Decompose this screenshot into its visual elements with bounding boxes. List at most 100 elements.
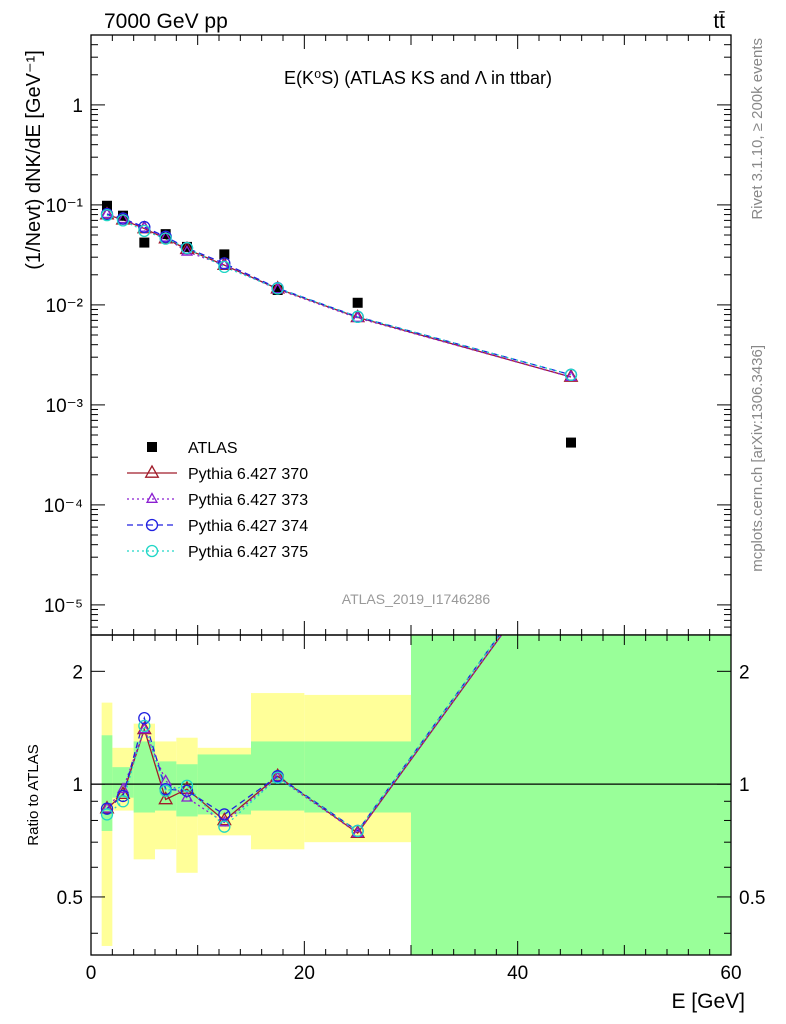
ratio-plot-area bbox=[91, 635, 731, 955]
main-axes: 1 10⁻¹ 10⁻² 10⁻³ 10⁻⁴ 10⁻⁵ bbox=[44, 34, 732, 635]
ratio-axes: 0.5 0.51 12 20 20 40 60 bbox=[57, 635, 765, 984]
legend-marker bbox=[145, 518, 159, 532]
data-point bbox=[138, 224, 151, 238]
data-point bbox=[100, 207, 114, 218]
data-point bbox=[351, 310, 364, 323]
ratio-series-3 bbox=[100, 719, 364, 838]
data-point bbox=[159, 232, 172, 245]
ratio-panel: 0.5 0.51 12 20 20 40 60 Ratio to ATLAS E [GeV] bbox=[25, 634, 765, 1013]
legend-entry: Pythia 6.427 374 bbox=[127, 518, 308, 535]
y-tick-label: 1 bbox=[72, 96, 83, 117]
data-point bbox=[160, 229, 171, 240]
legend-label: Pythia 6.427 373 bbox=[188, 492, 308, 509]
legend-label: Pythia 6.427 370 bbox=[188, 466, 308, 483]
ratio-point bbox=[158, 791, 174, 805]
ratio-y-tick-label: 1 bbox=[72, 775, 83, 796]
band-green bbox=[304, 741, 411, 813]
data-point bbox=[139, 237, 150, 248]
legend-entry: Pythia 6.427 370 bbox=[127, 464, 308, 483]
x-tick-label: 40 bbox=[507, 963, 528, 984]
data-point bbox=[272, 284, 283, 295]
main-title: E(K⁰S) (ATLAS KS and Λ in ttbar) bbox=[284, 68, 552, 88]
band-green bbox=[101, 735, 113, 831]
data-point bbox=[100, 208, 114, 222]
series-4 bbox=[100, 208, 578, 381]
main-ylabel: (1/Nevt) dNK/dE [GeV⁻¹] bbox=[23, 50, 45, 270]
data-point bbox=[271, 282, 284, 295]
ratio-y-tick-label: 0.5 bbox=[57, 888, 83, 909]
data-point bbox=[138, 220, 151, 234]
data-point bbox=[563, 368, 579, 382]
ratio-point bbox=[159, 784, 172, 797]
data-point bbox=[116, 214, 130, 227]
legend-marker bbox=[145, 544, 159, 558]
ratio-point bbox=[138, 711, 151, 725]
y-tick-label: 10⁻¹ bbox=[46, 196, 84, 217]
ratio-point bbox=[138, 719, 151, 733]
process-label: tt̄ bbox=[713, 10, 725, 33]
ratio-point bbox=[136, 721, 152, 735]
x-tick-label: 0 bbox=[86, 963, 97, 984]
ratio-y-tick-label-right: 0.5 bbox=[739, 888, 765, 909]
ratio-point bbox=[116, 782, 130, 794]
series-line-1 bbox=[106, 213, 572, 378]
y-tick-label: 10⁻³ bbox=[46, 396, 84, 417]
ratio-point bbox=[180, 784, 194, 797]
data-point bbox=[564, 368, 578, 381]
legend-label: Pythia 6.427 375 bbox=[188, 544, 308, 561]
ratio-point bbox=[350, 824, 366, 838]
series-line-4 bbox=[106, 214, 572, 376]
x-tick-label: 20 bbox=[294, 963, 315, 984]
ratio-point bbox=[351, 824, 364, 838]
main-watermark: ATLAS_2019_I1746286 bbox=[342, 591, 491, 607]
band-green bbox=[155, 761, 177, 811]
ratio-point bbox=[271, 771, 284, 784]
ratio-line-1 bbox=[106, 635, 503, 835]
legend-marker bbox=[144, 464, 160, 478]
ratio-point bbox=[218, 808, 231, 821]
series-line-3 bbox=[106, 213, 572, 376]
ratio-point bbox=[100, 802, 114, 815]
data-point bbox=[118, 210, 128, 221]
mcplots-label: mcplots.cern.ch [arXiv:1306.3436] bbox=[749, 345, 766, 572]
legend-marker bbox=[147, 442, 157, 452]
rivet-label: Rivet 3.1.10, ≥ 200k events bbox=[749, 38, 766, 220]
legend-label: Pythia 6.427 374 bbox=[188, 518, 308, 535]
y-tick-label: 10⁻⁵ bbox=[44, 596, 83, 617]
series-line-2 bbox=[106, 213, 572, 378]
ratio-y-tick-label-right: 2 bbox=[739, 662, 750, 683]
ratio-point bbox=[218, 820, 231, 833]
legend-label: ATLAS bbox=[188, 440, 238, 457]
y-tick-label: 10⁻⁴ bbox=[44, 496, 83, 517]
main-panel: 1 10⁻¹ 10⁻² 10⁻³ 10⁻⁴ 10⁻⁵ E(K⁰S) (ATLAS KS a… bbox=[23, 34, 732, 636]
energy-label: 7000 GeV pp bbox=[104, 10, 228, 33]
ratio-ylabel: Ratio to ATLAS bbox=[25, 744, 42, 845]
y-tick-label: 10⁻² bbox=[46, 296, 84, 317]
band-green bbox=[411, 635, 731, 955]
ratio-point bbox=[270, 767, 286, 782]
series-2 bbox=[100, 207, 578, 381]
series-0 bbox=[102, 200, 576, 448]
data-point bbox=[180, 244, 194, 256]
ratio-point bbox=[116, 789, 130, 803]
ratio-point bbox=[138, 722, 151, 734]
main-frame bbox=[90, 34, 732, 636]
series-3 bbox=[100, 207, 578, 381]
ratio-frame bbox=[90, 634, 732, 956]
data-point bbox=[352, 297, 363, 308]
ratio-point bbox=[180, 779, 194, 792]
legend-entry: Pythia 6.427 375 bbox=[127, 544, 308, 561]
ratio-point bbox=[100, 801, 114, 813]
data-point bbox=[218, 257, 231, 270]
data-point bbox=[102, 200, 112, 211]
ratio-point bbox=[116, 795, 130, 808]
data-point bbox=[351, 311, 364, 322]
ratio-point bbox=[99, 800, 115, 814]
data-point bbox=[218, 260, 231, 274]
ratio-y-tick-label-right: 1 bbox=[739, 775, 750, 796]
band-green bbox=[176, 764, 198, 817]
main-plot-area bbox=[99, 200, 579, 448]
data-point bbox=[159, 230, 172, 242]
data-point bbox=[566, 437, 576, 448]
